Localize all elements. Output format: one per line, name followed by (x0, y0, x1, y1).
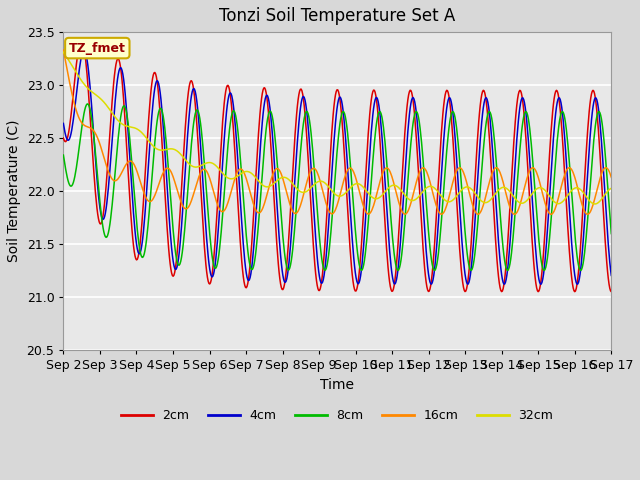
Title: Tonzi Soil Temperature Set A: Tonzi Soil Temperature Set A (220, 7, 456, 25)
Y-axis label: Soil Temperature (C): Soil Temperature (C) (7, 120, 21, 262)
Legend: 2cm, 4cm, 8cm, 16cm, 32cm: 2cm, 4cm, 8cm, 16cm, 32cm (116, 404, 559, 427)
X-axis label: Time: Time (321, 378, 355, 392)
Text: TZ_fmet: TZ_fmet (69, 42, 125, 55)
